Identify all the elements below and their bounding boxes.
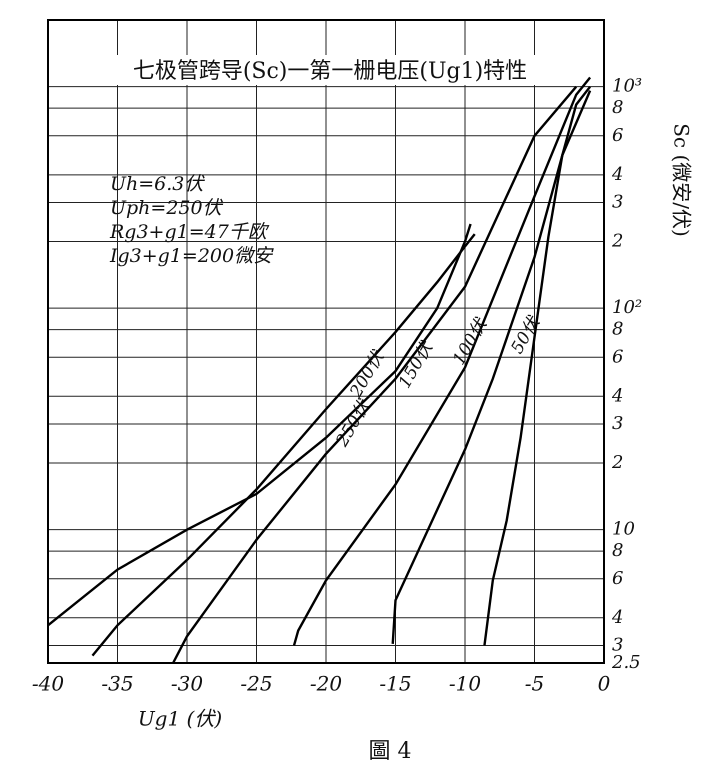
y-tick-label: 8 (612, 540, 623, 561)
grid (47, 20, 605, 664)
caption: 圖 4 (369, 739, 412, 764)
x-tick-label: -5 (525, 672, 544, 696)
y-tick-label: 8 (612, 97, 623, 118)
y-tick-label: 2 (611, 230, 623, 251)
y-tick-label: 6 (612, 125, 623, 146)
annotation: Rg3+g1=47千欧 (109, 221, 270, 243)
y-tick-label: 4 (611, 164, 623, 185)
series-line (172, 85, 578, 664)
series-label: 150伏 (395, 337, 438, 392)
x-tick-label: 0 (598, 672, 611, 696)
annotation: Uph=250伏 (110, 197, 224, 219)
y-tick-label: 6 (612, 568, 623, 589)
x-axis-label: Ug1 (伏) (138, 707, 222, 731)
x-tick-label: -25 (240, 672, 272, 696)
plot-frame (47, 19, 605, 664)
x-tick-label: -30 (171, 672, 203, 696)
y-tick-label: 4 (611, 385, 623, 406)
y-tick-label: 3 (612, 413, 623, 434)
y-tick-label: 10 (612, 519, 635, 540)
y-tick-label: 6 (612, 346, 623, 367)
y-tick-label: 3 (612, 634, 623, 655)
y-tick-label: 2 (611, 452, 623, 473)
series-line (91, 233, 476, 657)
x-tick-label: -40 (32, 672, 64, 696)
series-line (47, 223, 472, 627)
series-line (292, 76, 592, 646)
y-tick-label: 10³ (612, 76, 642, 97)
series-label: 100伏 (449, 314, 492, 369)
y-axis-label: Sc (微安/伏) (670, 123, 694, 237)
y-tick-label: 10² (612, 297, 642, 318)
y-tick-label: 3 (612, 191, 623, 212)
series-line (391, 90, 592, 644)
title-bg (62, 55, 602, 85)
y-tick-label: 2.5 (611, 652, 641, 673)
annotation: Ig3+g1=200微安 (109, 245, 274, 267)
x-tick-label: -15 (379, 672, 411, 696)
x-tick-label: -35 (101, 672, 133, 696)
x-tick-label: -20 (310, 672, 342, 696)
annotation: Uh=6.3伏 (110, 173, 205, 195)
chart-title: 七极管跨导(Sc)一第一栅电压(Ug1)特性 (133, 59, 527, 84)
x-tick-label: -10 (449, 672, 481, 696)
y-tick-label: 8 (612, 319, 623, 340)
y-tick-label: 4 (611, 607, 623, 628)
series-line (483, 85, 592, 646)
